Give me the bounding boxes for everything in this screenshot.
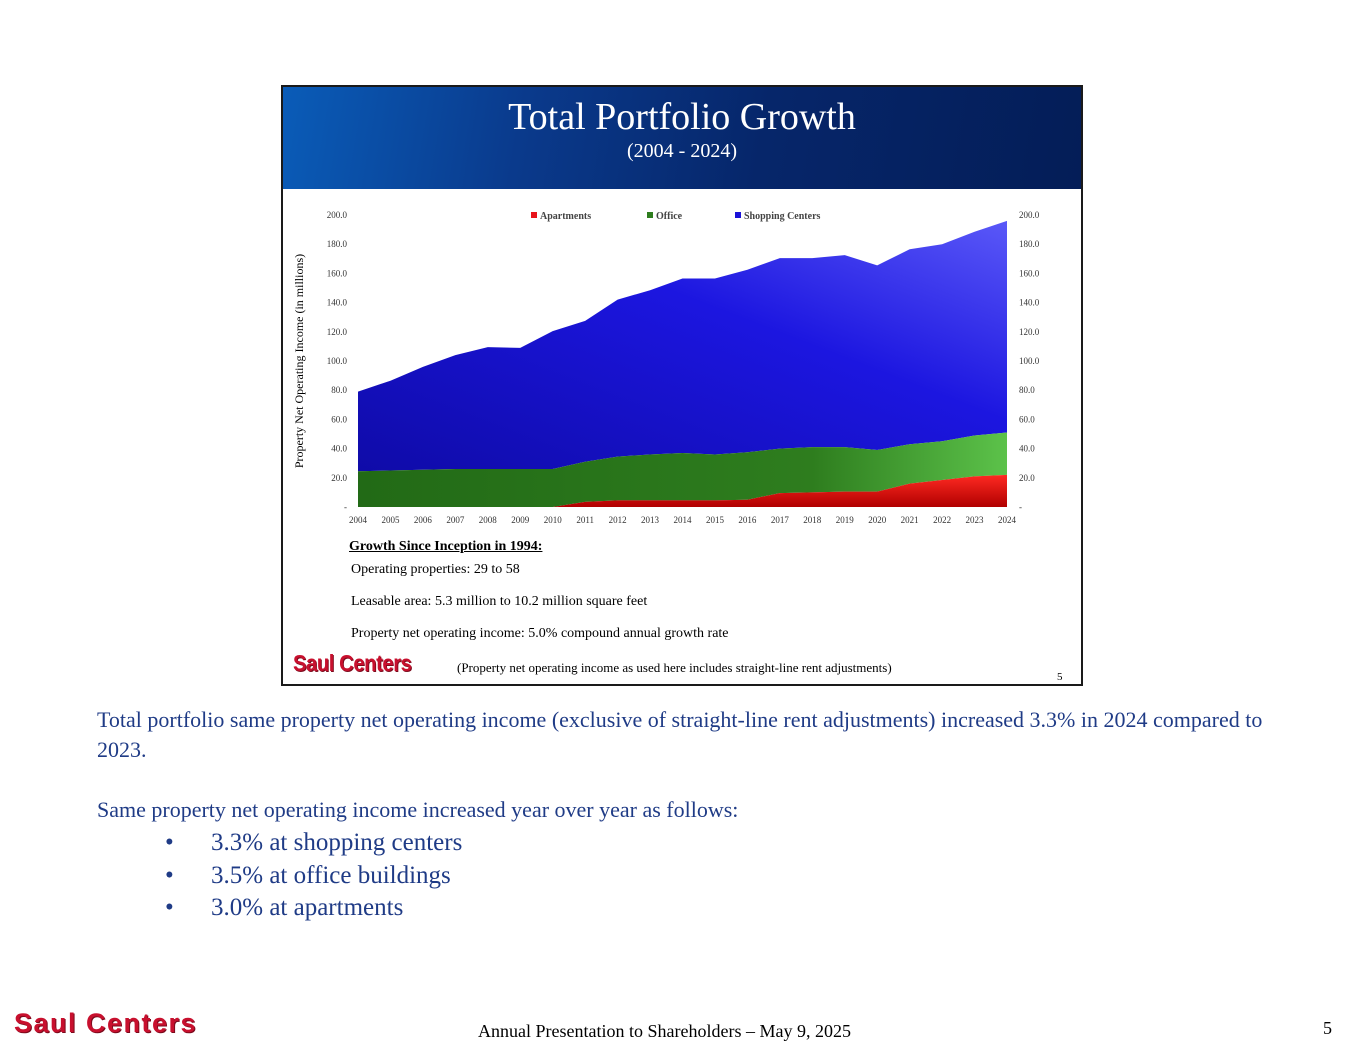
bullet-item: • 3.0% at apartments — [165, 892, 462, 925]
x-tick-label: 2021 — [901, 515, 919, 525]
footer-title: Annual Presentation to Shareholders – Ma… — [478, 1021, 851, 1041]
panel-title: Total Portfolio Growth — [508, 96, 856, 138]
x-tick-label: 2022 — [933, 515, 951, 525]
legend-label: Office — [656, 211, 683, 222]
x-tick-label: 2013 — [641, 515, 660, 525]
bullet-marker: • — [165, 894, 174, 921]
growth-line-noi: Property net operating income: 5.0% comp… — [351, 626, 729, 641]
area-shopping-centers — [358, 220, 1007, 472]
y-tick-label-left: - — [344, 502, 347, 512]
x-tick-label: 2005 — [381, 515, 400, 525]
summary-paragraph: Total portfolio same property net operat… — [97, 707, 1263, 762]
x-tick-label: 2009 — [511, 515, 530, 525]
x-tick-label: 2020 — [868, 515, 887, 525]
panel-page-number: 5 — [1057, 671, 1063, 683]
legend-swatch — [647, 212, 653, 218]
growth-line-properties: Operating properties: 29 to 58 — [351, 562, 520, 577]
x-tick-label: 2017 — [771, 515, 790, 525]
y-tick-label-left: 20.0 — [331, 473, 347, 483]
y-tick-label-left: 80.0 — [331, 385, 347, 395]
footer-logo: Saul Centers — [14, 1008, 198, 1038]
y-tick-label-left: 200.0 — [327, 210, 348, 220]
y-tick-label-left: 160.0 — [327, 268, 348, 278]
x-tick-label: 2007 — [446, 515, 465, 525]
y-tick-label-right: - — [1019, 502, 1022, 512]
y-tick-label-left: 40.0 — [331, 444, 347, 454]
y-axis-label: Property Net Operating Income (in millio… — [292, 254, 306, 468]
y-tick-label-right: 20.0 — [1019, 473, 1035, 483]
panel-footnote: (Property net operating income as used h… — [457, 660, 892, 675]
x-tick-label: 2008 — [479, 515, 498, 525]
bullet-marker: • — [165, 829, 174, 856]
x-tick-label: 2024 — [998, 515, 1017, 525]
x-tick-label: 2023 — [966, 515, 985, 525]
legend-swatch — [735, 212, 741, 218]
panel-logo: Saul Centers — [293, 650, 412, 676]
legend-label: Shopping Centers — [744, 211, 821, 222]
y-tick-label-right: 140.0 — [1019, 298, 1040, 308]
legend-label: Apartments — [540, 211, 591, 222]
bullet-text: 3.5% at office buildings — [211, 861, 451, 889]
y-tick-label-left: 60.0 — [331, 414, 347, 424]
y-tick-label-right: 120.0 — [1019, 327, 1040, 337]
x-tick-label: 2011 — [576, 515, 594, 525]
chart-slide-panel: Total Portfolio Growth (2004 - 2024) -20… — [281, 85, 1083, 686]
area-office — [358, 432, 1007, 507]
bullet-text: 3.0% at apartments — [211, 894, 404, 921]
x-tick-label: 2004 — [349, 515, 368, 525]
growth-line-area: Leasable area: 5.3 million to 10.2 milli… — [351, 594, 648, 609]
bullet-item: • 3.3% at shopping centers — [165, 827, 462, 860]
area-apartments — [358, 474, 1007, 507]
y-tick-label-right: 100.0 — [1019, 356, 1040, 366]
y-tick-label-right: 160.0 — [1019, 268, 1040, 278]
bullet-marker: • — [165, 861, 174, 889]
legend-swatch — [531, 212, 537, 218]
x-tick-label: 2014 — [674, 515, 693, 525]
x-tick-label: 2018 — [803, 515, 822, 525]
y-tick-label-right: 80.0 — [1019, 385, 1035, 395]
bullet-item: • 3.5% at office buildings — [165, 860, 462, 893]
y-tick-label-right: 180.0 — [1019, 239, 1040, 249]
footer-page-number: 5 — [1323, 1018, 1332, 1038]
y-tick-label-left: 140.0 — [327, 298, 348, 308]
bullet-list: • 3.3% at shopping centers • 3.5% at offic… — [165, 827, 462, 925]
x-tick-label: 2006 — [414, 515, 433, 525]
y-tick-label-left: 180.0 — [327, 239, 348, 249]
portfolio-growth-chart: - 20.0 40.0 60.0 80.0 100.0 120.0 140.0 160.0 180… — [292, 210, 1040, 525]
panel-header: Total Portfolio Growth (2004 - 2024) — [283, 87, 1081, 189]
x-tick-label: 2016 — [738, 515, 757, 525]
growth-heading: Growth Since Inception in 1994: — [349, 539, 543, 554]
x-tick-label: 2010 — [544, 515, 563, 525]
y-tick-label-left: 100.0 — [327, 356, 348, 366]
x-tick-label: 2015 — [706, 515, 725, 525]
y-tick-label-right: 60.0 — [1019, 414, 1035, 424]
x-tick-label: 2019 — [836, 515, 855, 525]
y-tick-label-right: 200.0 — [1019, 210, 1040, 220]
panel-subtitle: (2004 - 2024) — [627, 140, 737, 162]
x-tick-label: 2012 — [609, 515, 627, 525]
y-tick-label-right: 40.0 — [1019, 444, 1035, 454]
summary-lead: Same property net operating income incre… — [97, 797, 739, 822]
y-tick-label-left: 120.0 — [327, 327, 348, 337]
bullet-text: 3.3% at shopping centers — [211, 829, 463, 856]
